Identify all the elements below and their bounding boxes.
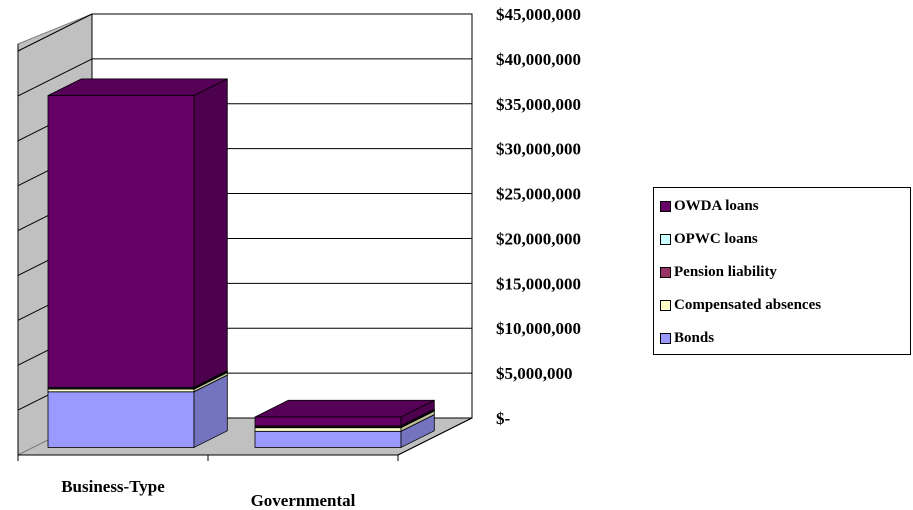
bar-segment [47, 95, 195, 388]
bar-segment [47, 388, 195, 393]
bar-top [254, 399, 435, 418]
legend-swatch [660, 332, 671, 344]
y-tick-label: $45,000,000 [496, 5, 581, 24]
y-tick-label: $25,000,000 [496, 185, 581, 204]
legend: OWDA loans OPWC loans Pension liability Com… [653, 187, 911, 355]
bar-segment [254, 427, 402, 432]
y-tick-label: $15,000,000 [496, 274, 581, 293]
y-tick-label: $30,000,000 [496, 140, 581, 159]
y-tick-label: $- [496, 409, 511, 428]
x-category-label: Governmental [251, 491, 356, 510]
bar-segment [254, 430, 402, 448]
x-category-label: Business-Type [61, 477, 165, 496]
legend-swatch [660, 299, 671, 311]
bar-segment-side [193, 78, 228, 388]
y-tick-label: $5,000,000 [496, 364, 573, 383]
legend-label: Pension liability [674, 263, 777, 280]
legend-label: Compensated absences [674, 296, 822, 313]
y-tick-label: $35,000,000 [496, 95, 581, 114]
legend-label: OWDA loans [674, 197, 759, 214]
legend-item: OPWC loans [660, 229, 758, 249]
legend-item: Compensated absences [660, 295, 821, 315]
bars [47, 78, 435, 449]
bar-segment [254, 416, 402, 427]
axes [17, 44, 473, 461]
y-tick-label: $10,000,000 [496, 319, 581, 338]
y-tick-label: $40,000,000 [496, 50, 581, 69]
tick-labels: $- $5,000,000 $10,000,000 $15,000,000 $20,00… [61, 5, 581, 510]
side-gridline [17, 58, 93, 97]
bar-top [47, 78, 228, 96]
legend-label: OPWC loans [674, 230, 758, 247]
legend-item: Bonds [660, 328, 714, 348]
side-gridline [17, 13, 93, 52]
legend-swatch [660, 266, 671, 278]
legend-item: Pension liability [660, 262, 777, 282]
legend-swatch [660, 200, 671, 212]
legend-swatch [660, 233, 671, 245]
legend-label: Bonds [674, 329, 715, 346]
legend-item: OWDA loans [660, 196, 759, 216]
bar-segment [47, 391, 195, 448]
floor-edge [397, 417, 473, 456]
y-tick-label: $20,000,000 [496, 229, 581, 248]
